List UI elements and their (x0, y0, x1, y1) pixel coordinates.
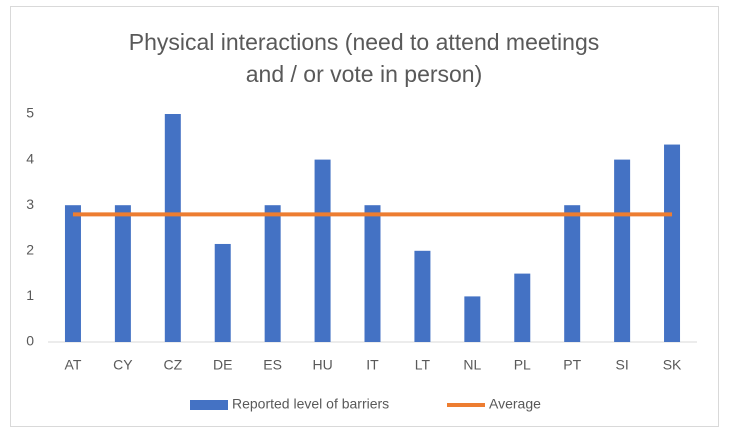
bar (114, 205, 131, 342)
y-tick-label: 0 (26, 333, 34, 349)
x-tick-label: CY (113, 357, 133, 373)
legend-label: Average (489, 396, 541, 412)
x-tick-label: DE (213, 357, 232, 373)
bar (414, 250, 431, 342)
bar (664, 144, 681, 342)
y-tick-label: 1 (26, 287, 34, 303)
y-tick-label: 4 (26, 150, 34, 166)
bar (464, 296, 481, 342)
x-tick-label: PT (563, 357, 581, 373)
x-tick-label: ES (263, 357, 282, 373)
bar (214, 243, 231, 342)
x-tick-label: HU (312, 357, 332, 373)
x-tick-label: NL (463, 357, 481, 373)
bar (564, 205, 581, 342)
bar (64, 205, 81, 342)
chart-title: Physical interactions (need to attend me… (129, 29, 600, 55)
bar (314, 159, 331, 342)
y-tick-label: 3 (26, 196, 34, 212)
x-tick-label: LT (415, 357, 431, 373)
x-tick-label: AT (65, 357, 82, 373)
bar (164, 114, 181, 342)
x-tick-label: SI (615, 357, 628, 373)
x-tick-label: CZ (163, 357, 182, 373)
legend-label: Reported level of barriers (232, 396, 389, 412)
y-tick-label: 5 (26, 105, 34, 121)
bar (264, 205, 281, 342)
x-tick-label: PL (514, 357, 531, 373)
y-tick-label: 2 (26, 242, 34, 258)
legend-swatch (190, 400, 228, 410)
x-tick-label: SK (663, 357, 682, 373)
chart-title: and / or vote in person) (246, 61, 483, 87)
bar (614, 159, 631, 342)
x-tick-label: IT (366, 357, 379, 373)
bar (514, 273, 531, 342)
bar (364, 205, 381, 342)
